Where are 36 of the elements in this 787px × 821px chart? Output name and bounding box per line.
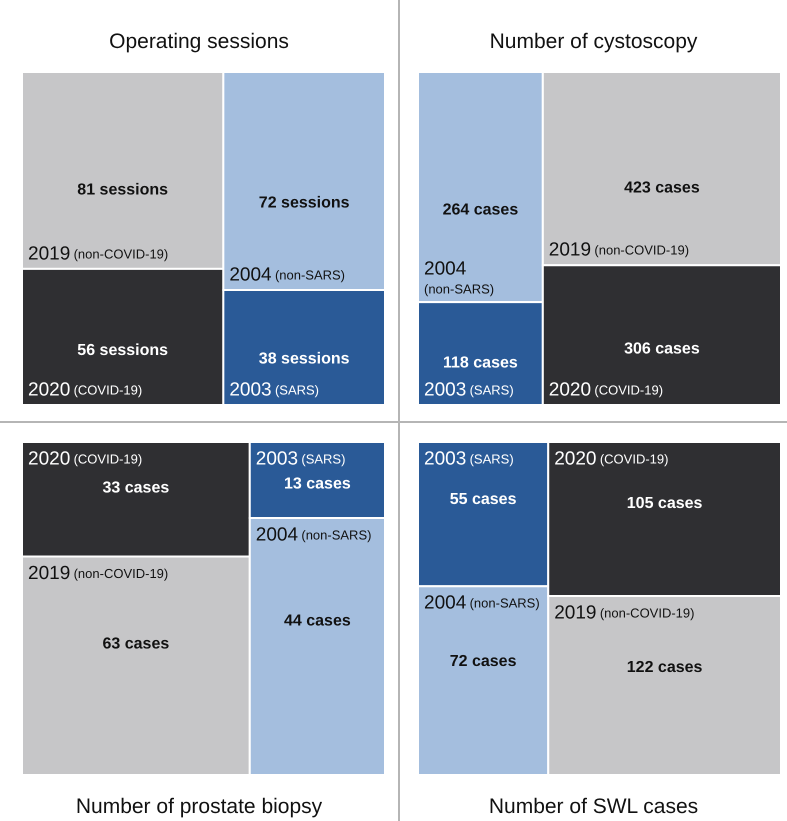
category-label: 2020 (COVID-19): [28, 448, 142, 470]
data-label: 122 cases: [626, 659, 703, 676]
data-label: 81 sessions: [77, 182, 168, 199]
data-label: 118 cases: [443, 354, 518, 372]
category-label: 2019 (non-COVID-19): [548, 240, 690, 261]
category-label: 2003 (SARS): [229, 380, 320, 400]
category-label: 2003 (SARS): [256, 448, 346, 470]
data-label: 264 cases: [442, 202, 518, 219]
data-label: 38 sessions: [258, 350, 350, 368]
data-label: 105 cases: [626, 495, 703, 512]
data-label: 56 sessions: [77, 342, 168, 360]
text: Number of SWL cases: [488, 795, 698, 818]
category-label: 2020 (COVID-19): [554, 448, 668, 470]
category-label: 2004 (non-SARS): [229, 264, 346, 286]
category-label: 2019 (non-COVID-19): [554, 602, 694, 624]
category-label: 2020 (COVID-19): [28, 380, 142, 400]
data-label: 33 cases: [102, 479, 170, 496]
data-label: 72 cases: [450, 653, 517, 670]
category-label: 2004 (non-SARS): [424, 592, 540, 614]
data-label: 306 cases: [624, 340, 700, 358]
data-label: 72 sessions: [258, 194, 350, 212]
data-label: 55 cases: [450, 491, 517, 508]
text: Number of cystoscopy: [490, 30, 698, 53]
text: Number of prostate biopsy: [76, 795, 323, 818]
text: Operating sessions: [109, 30, 289, 53]
data-label: 63 cases: [102, 635, 170, 652]
category-label: 2004 (non-SARS): [256, 524, 372, 546]
category-label: 2020 (COVID-19): [548, 380, 664, 400]
data-label: 44 cases: [284, 612, 351, 630]
category-label: 2019 (non-COVID-19): [28, 243, 168, 264]
data-label: 423 cases: [624, 179, 700, 196]
data-label: 13 cases: [284, 476, 351, 492]
category-label: 2003 (SARS): [424, 448, 514, 470]
category-label: 2019 (non-COVID-19): [28, 562, 168, 584]
category-label: 2003 (SARS): [424, 380, 514, 400]
category-label: 2004 (non-SARS): [424, 258, 494, 297]
